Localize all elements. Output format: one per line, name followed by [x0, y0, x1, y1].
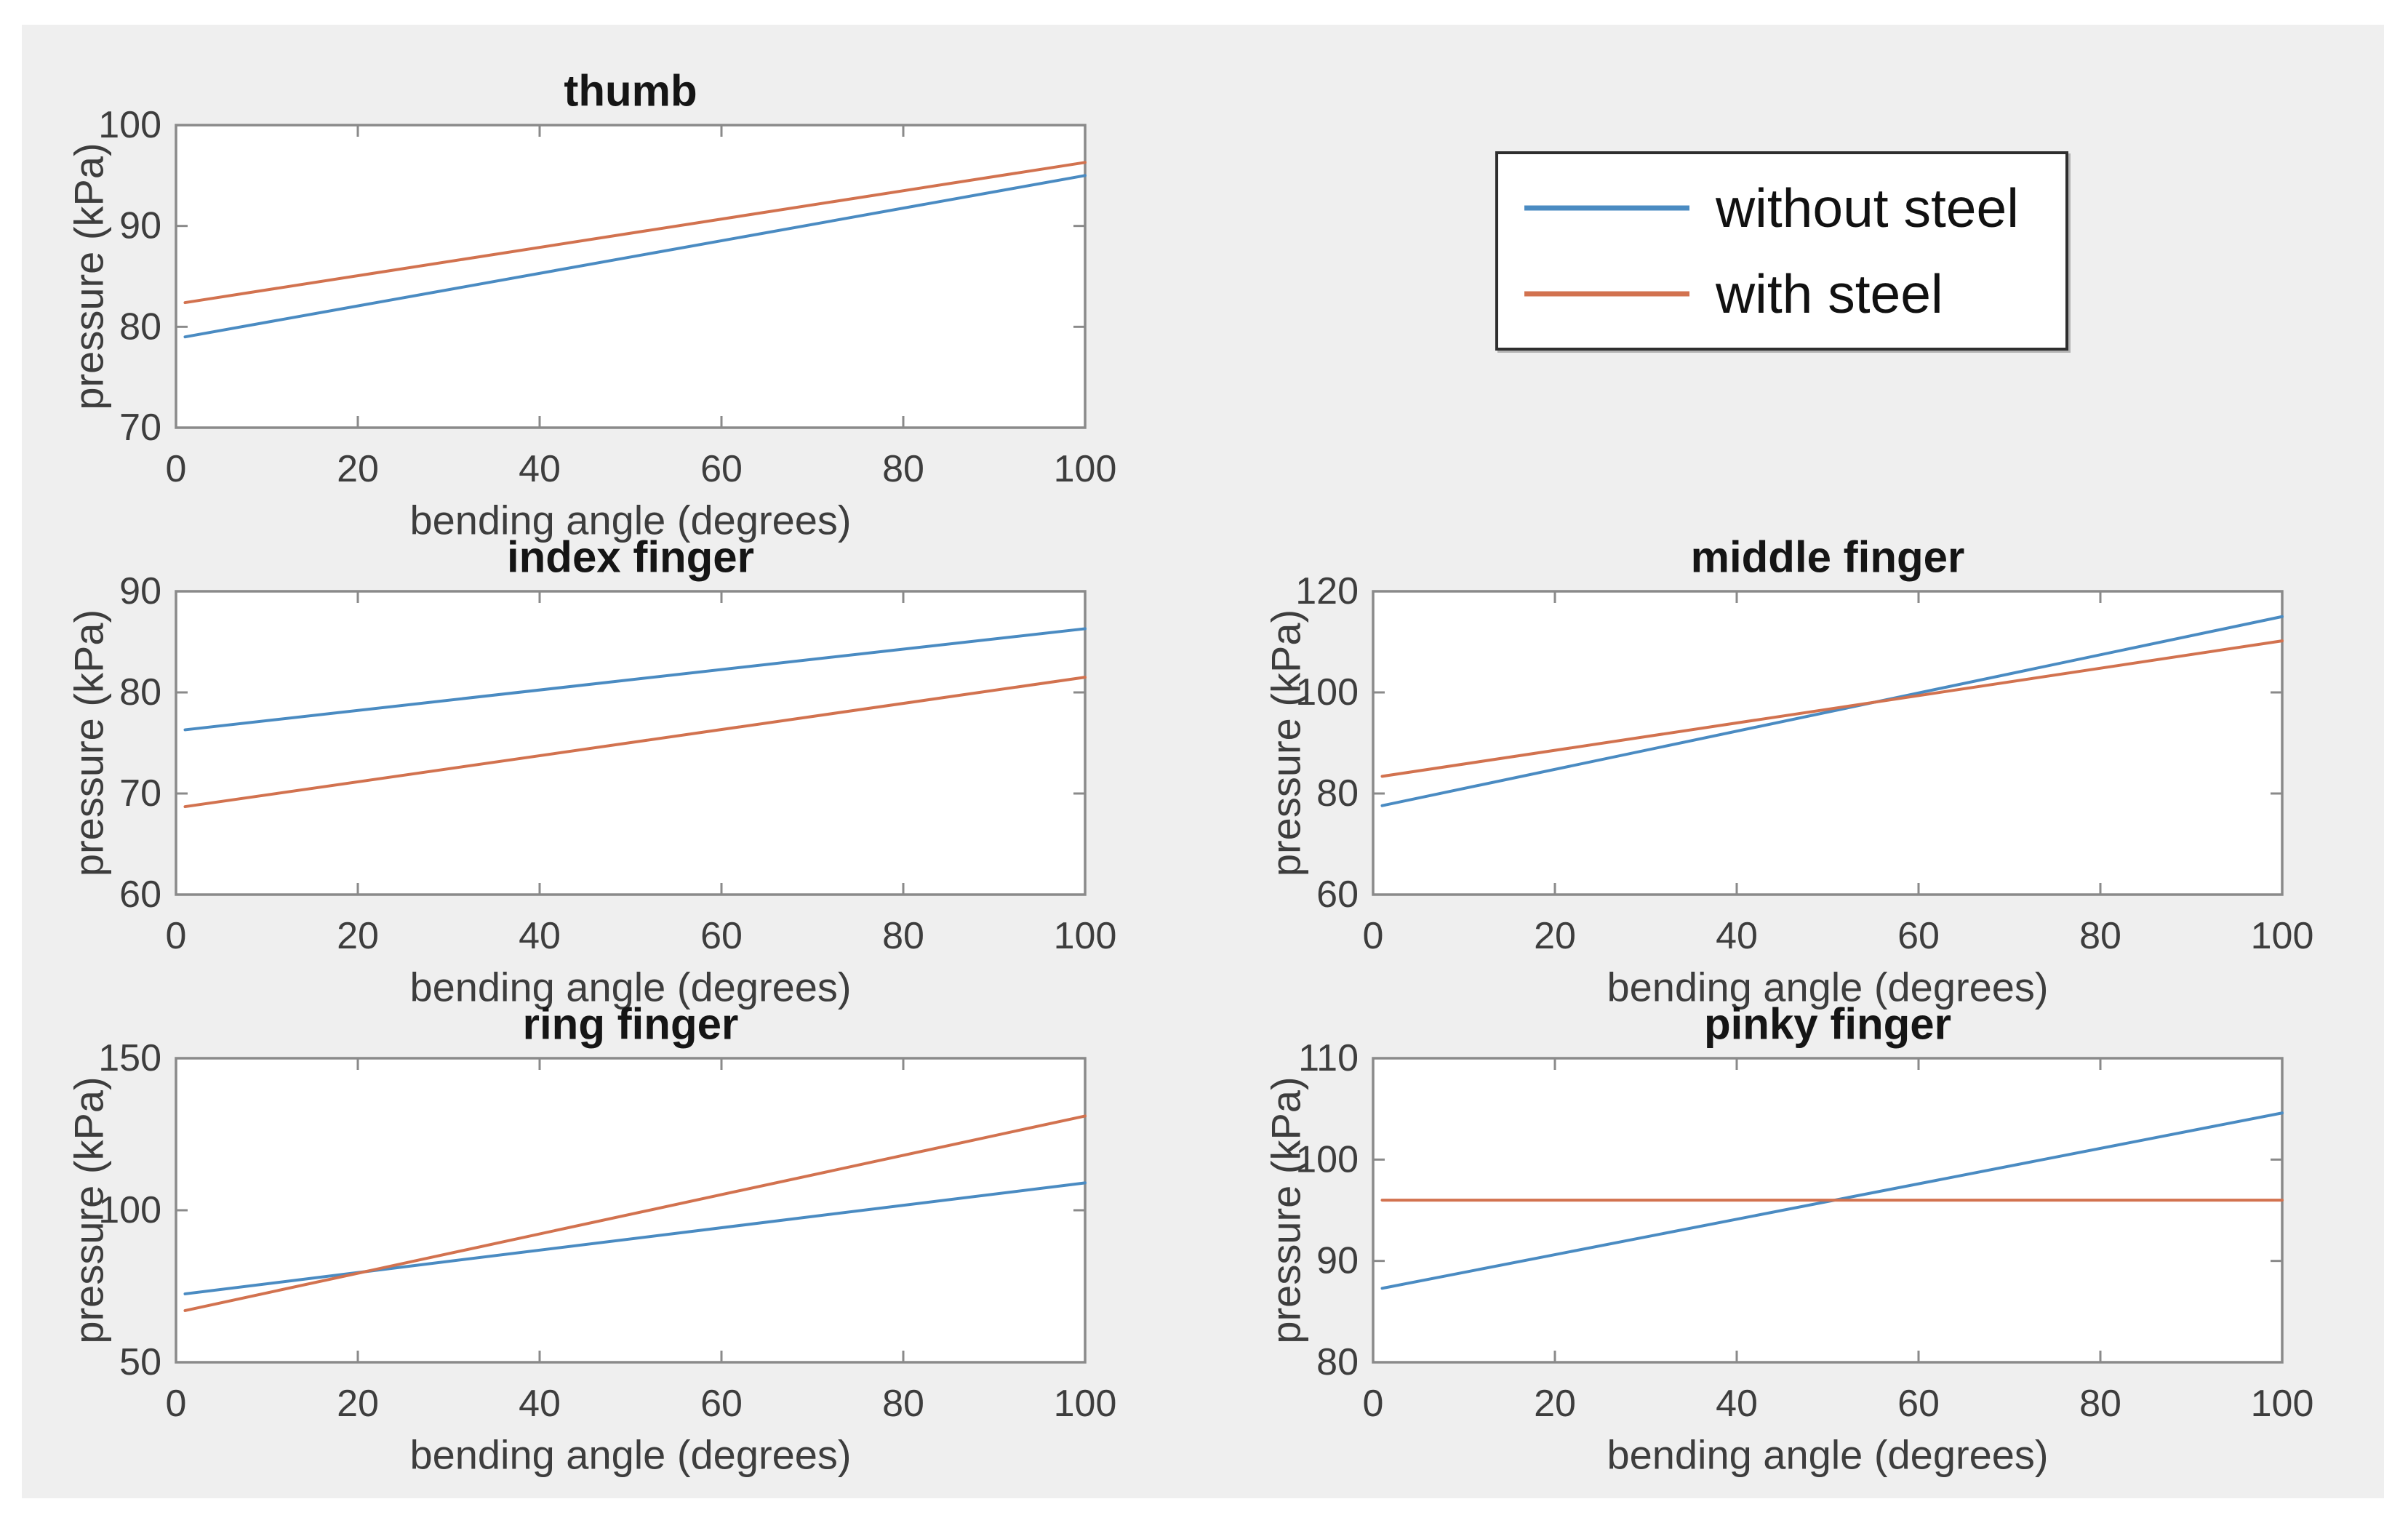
y-tick-label: 80	[119, 305, 161, 348]
x-axis-label: bending angle (degrees)	[1607, 964, 2048, 1010]
y-tick-label: 90	[119, 205, 161, 247]
chart-middle-finger: 0 20 40 60 80 100 60 80 100 120 middle finger bendi…	[1199, 529, 2333, 1015]
series-line-without-steel	[1380, 615, 2284, 807]
y-axis-label: pressure (kPa)	[1263, 609, 1309, 876]
x-tick-label: 0	[166, 915, 187, 957]
legend-line-with-steel-icon	[1524, 291, 1689, 297]
chart-pinky-finger: 0 20 40 60 80 100 80 90 100 110 pinky finger bendin…	[1199, 996, 2333, 1482]
chart-title: pinky finger	[1704, 1000, 1951, 1049]
x-tick-label: 60	[1897, 1383, 1940, 1425]
y-tick-label: 80	[1316, 1341, 1359, 1383]
x-tick-label: 0	[1363, 915, 1384, 957]
series-line-without-steel	[183, 174, 1087, 339]
y-tick-label: 50	[119, 1341, 161, 1383]
series-line-with-steel	[183, 1114, 1087, 1312]
chart-svg-index-finger: 0 20 40 60 80 100 60 70 80 90 index finger bending …	[66, 533, 1117, 1010]
x-tick-label: 0	[166, 1383, 187, 1425]
plot-area	[1372, 590, 2284, 896]
y-tick-label: 100	[98, 1189, 161, 1231]
x-tick-label: 80	[2079, 915, 2121, 957]
x-tick-label: 40	[519, 1383, 561, 1425]
y-tick-label: 70	[119, 407, 161, 449]
series-line-with-steel	[183, 676, 1087, 809]
x-axis-label: bending angle (degrees)	[409, 964, 851, 1010]
legend-item-without-steel: without steel	[1520, 172, 2065, 244]
x-tick-label: 80	[882, 1383, 924, 1425]
series-line-without-steel	[183, 1181, 1087, 1295]
y-tick-label: 150	[98, 1037, 161, 1079]
series-line-with-steel	[183, 161, 1087, 305]
x-tick-label: 20	[1534, 1383, 1576, 1425]
y-tick-label: 100	[98, 104, 161, 146]
chart-title: index finger	[507, 533, 754, 582]
chart-svg-middle-finger: 0 20 40 60 80 100 60 80 100 120 middle finger bendi…	[1263, 533, 2314, 1010]
x-tick-label: 80	[2079, 1383, 2121, 1425]
y-axis-label: pressure (kPa)	[1263, 1076, 1309, 1343]
plot-area	[175, 124, 1087, 429]
x-tick-label: 40	[519, 448, 561, 490]
chart-title: ring finger	[523, 1000, 739, 1049]
x-tick-label: 20	[337, 915, 379, 957]
chart-index-finger: 0 20 40 60 80 100 60 70 80 90 index finger bending …	[1, 529, 1136, 1015]
chart-title: middle finger	[1691, 533, 1965, 582]
legend-line-without-steel-icon	[1524, 205, 1689, 211]
y-tick-label: 100	[1295, 671, 1359, 713]
x-axis-label: bending angle (degrees)	[409, 497, 851, 543]
x-tick-label: 40	[1716, 915, 1758, 957]
x-tick-label: 20	[1534, 915, 1576, 957]
x-tick-label: 100	[2251, 1383, 2314, 1425]
x-tick-label: 0	[166, 448, 187, 490]
legend: without steel with steel	[1495, 151, 2068, 351]
x-tick-label: 20	[337, 448, 379, 490]
legend-label-with-steel: with steel	[1716, 263, 1943, 324]
plot-area	[1372, 1057, 2284, 1364]
y-axis-label: pressure (kPa)	[66, 1076, 112, 1343]
plot-area	[175, 1057, 1087, 1364]
y-tick-label: 80	[1316, 772, 1359, 815]
y-tick-label: 70	[119, 772, 161, 815]
x-tick-label: 100	[1054, 448, 1117, 490]
x-tick-label: 100	[1054, 915, 1117, 957]
x-axis-label: bending angle (degrees)	[409, 1432, 851, 1478]
chart-ring-finger: 0 20 40 60 80 100 50 100 150 ring finger bending a…	[1, 996, 1136, 1482]
x-tick-label: 100	[2251, 915, 2314, 957]
y-axis-label: pressure (kPa)	[66, 609, 112, 876]
y-tick-label: 120	[1295, 570, 1359, 612]
chart-title: thumb	[564, 67, 697, 116]
series-line-with-steel	[1380, 639, 2284, 778]
chart-svg-ring-finger: 0 20 40 60 80 100 50 100 150 ring finger bending a…	[66, 1000, 1117, 1478]
y-tick-label: 60	[1316, 874, 1359, 916]
y-tick-label: 80	[119, 671, 161, 713]
legend-label-without-steel: without steel	[1716, 177, 2019, 239]
x-tick-label: 60	[700, 915, 743, 957]
y-tick-label: 100	[1295, 1138, 1359, 1180]
x-tick-label: 60	[1897, 915, 1940, 957]
x-tick-label: 80	[882, 448, 924, 490]
chart-thumb: 0 20 40 60 80 100 70 80 90 100 thumb bending angle …	[1, 63, 1136, 548]
x-tick-label: 80	[882, 915, 924, 957]
x-tick-label: 60	[700, 1383, 743, 1425]
series-line-without-steel	[183, 627, 1087, 732]
y-tick-label: 90	[1316, 1240, 1359, 1282]
x-axis-label: bending angle (degrees)	[1607, 1432, 2048, 1478]
x-tick-label: 20	[337, 1383, 379, 1425]
y-tick-label: 90	[119, 570, 161, 612]
x-tick-label: 40	[519, 915, 561, 957]
chart-svg-thumb: 0 20 40 60 80 100 70 80 90 100 thumb bending angle …	[66, 67, 1117, 543]
y-tick-label: 110	[1298, 1037, 1359, 1079]
y-tick-label: 60	[119, 874, 161, 916]
x-tick-label: 0	[1363, 1383, 1384, 1425]
chart-svg-pinky-finger: 0 20 40 60 80 100 80 90 100 110 pinky finger bendin…	[1263, 1000, 2314, 1478]
y-axis-label: pressure (kPa)	[66, 143, 112, 409]
x-tick-label: 100	[1054, 1383, 1117, 1425]
x-tick-label: 60	[700, 448, 743, 490]
legend-item-with-steel: with steel	[1520, 257, 2065, 330]
x-tick-label: 40	[1716, 1383, 1758, 1425]
